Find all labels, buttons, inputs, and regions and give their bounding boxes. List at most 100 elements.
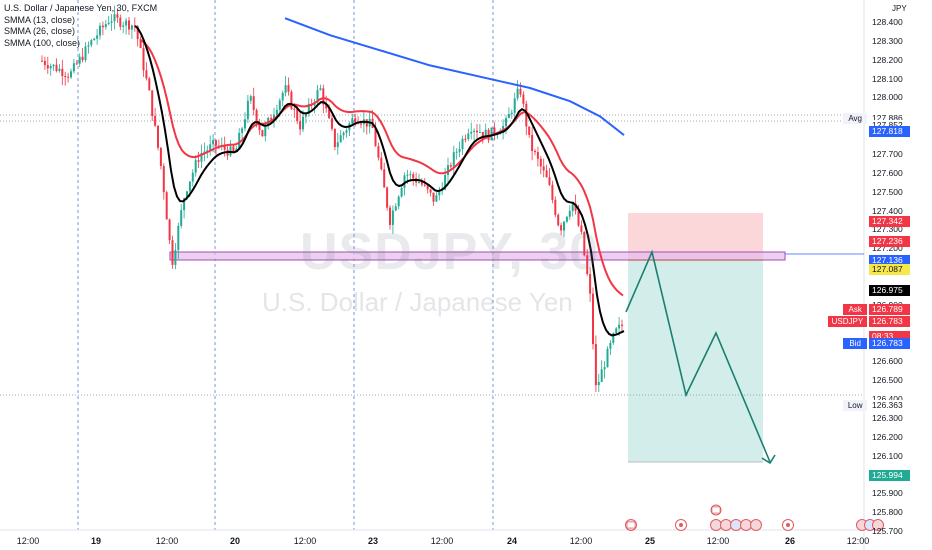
candle-body <box>432 192 435 202</box>
flag-group-icon[interactable] <box>710 519 762 531</box>
candle-body <box>478 132 481 134</box>
candle-body <box>241 128 244 133</box>
candle-body <box>90 40 93 46</box>
flag-jp-icon[interactable] <box>782 519 794 531</box>
candle-body <box>81 56 84 61</box>
candle-body <box>403 175 406 188</box>
economic-events[interactable] <box>625 504 884 531</box>
candle-body <box>444 175 447 190</box>
candle-body <box>484 129 487 137</box>
candle-body <box>339 135 342 143</box>
candle-body <box>159 147 162 167</box>
candle-body <box>589 273 592 294</box>
price-tick-label: 128.200 <box>872 54 903 65</box>
flag-group-icon[interactable] <box>856 519 884 531</box>
candle-body <box>592 293 594 345</box>
time-tick-label: 12:00 <box>430 536 454 546</box>
time-tick-label: 12:00 <box>16 536 40 546</box>
candle-body <box>96 35 99 39</box>
take-profit-zone[interactable] <box>628 260 763 462</box>
price-tick-label: 128.100 <box>872 73 903 84</box>
candle-body <box>284 85 287 93</box>
candle-body <box>101 25 104 28</box>
candle-body <box>125 20 128 26</box>
candle-body <box>258 122 261 131</box>
candlesticks <box>41 5 623 392</box>
candle-body <box>609 342 612 349</box>
candle-body <box>75 63 78 65</box>
resistance-zone[interactable] <box>169 251 786 261</box>
indicator-smma-100[interactable]: SMMA (100, close) <box>4 37 81 48</box>
candle-body <box>168 219 171 241</box>
candle-body <box>583 231 586 256</box>
price-tag: 127.818 <box>869 126 910 138</box>
price-tick-label: 128.000 <box>872 92 903 103</box>
candle-body <box>67 76 70 78</box>
price-tag: 08:33 <box>869 331 910 343</box>
candle-body <box>287 85 290 92</box>
price-tag: 126.363 <box>869 400 910 412</box>
candle-body <box>574 203 577 211</box>
projection-path[interactable] <box>625 249 771 463</box>
candle-body <box>536 152 539 159</box>
candle-body <box>534 151 536 153</box>
price-tick-label: 126.400 <box>872 394 903 404</box>
symbol-title[interactable]: U.S. Dollar / Japanese Yen, 30, FXCM <box>4 3 158 13</box>
candle-body <box>278 100 281 110</box>
candle-body <box>331 118 333 129</box>
candle-body <box>52 64 55 67</box>
candle-body <box>148 78 151 91</box>
smma-13-line <box>134 25 625 337</box>
price-tick-label: 125.900 <box>872 488 903 499</box>
price-tag: 127.342 <box>869 215 910 227</box>
flag-us-icon[interactable] <box>625 519 637 531</box>
candle-body <box>177 225 180 251</box>
indicator-smma-13[interactable]: SMMA (13, close) <box>4 14 76 25</box>
indicator-smma-26[interactable]: SMMA (26, close) <box>4 26 76 36</box>
candle-body <box>464 138 467 140</box>
candle-body <box>264 125 267 137</box>
price-tick-label: 127.400 <box>872 205 903 216</box>
time-tick-label: 26 <box>784 536 796 546</box>
candle-body <box>449 165 452 167</box>
candle-body <box>458 149 461 152</box>
candle-body <box>525 103 528 127</box>
candle-body <box>513 98 516 113</box>
candle-body <box>110 21 113 23</box>
price-tick-label: 127.600 <box>872 167 903 178</box>
candle-body <box>426 185 429 190</box>
candle-body <box>244 119 246 129</box>
candle-body <box>46 65 49 69</box>
candle-body <box>151 90 154 116</box>
candle-body <box>290 91 293 109</box>
candle-body <box>122 25 125 27</box>
candle-body <box>206 150 209 152</box>
price-tick-label: 126.100 <box>872 450 903 461</box>
candle-body <box>345 130 348 133</box>
candle-body <box>597 381 600 386</box>
candle-body <box>328 108 331 119</box>
time-tick-label: 12:00 <box>706 536 730 546</box>
candle-body <box>333 128 336 148</box>
candle-body <box>49 66 52 69</box>
flag-jp-icon[interactable] <box>675 519 687 531</box>
candle-body <box>447 165 449 176</box>
candle-body <box>560 225 563 231</box>
candle-body <box>238 132 241 149</box>
candle-body <box>128 20 130 30</box>
candle-body <box>104 24 107 28</box>
candle-body <box>374 128 377 147</box>
candle-body <box>281 92 284 101</box>
candle-body <box>336 142 339 148</box>
price-tag: 126.783 <box>869 316 910 328</box>
price-tag-label: Low <box>843 400 867 412</box>
candle-body <box>273 114 275 120</box>
smma-100-line <box>284 17 625 136</box>
candle-body <box>493 127 496 135</box>
candle-body <box>481 132 484 137</box>
flag-us-icon[interactable] <box>710 504 722 516</box>
candle-body <box>618 324 621 329</box>
candle-body <box>386 187 389 208</box>
projection-arrowhead <box>761 454 776 465</box>
